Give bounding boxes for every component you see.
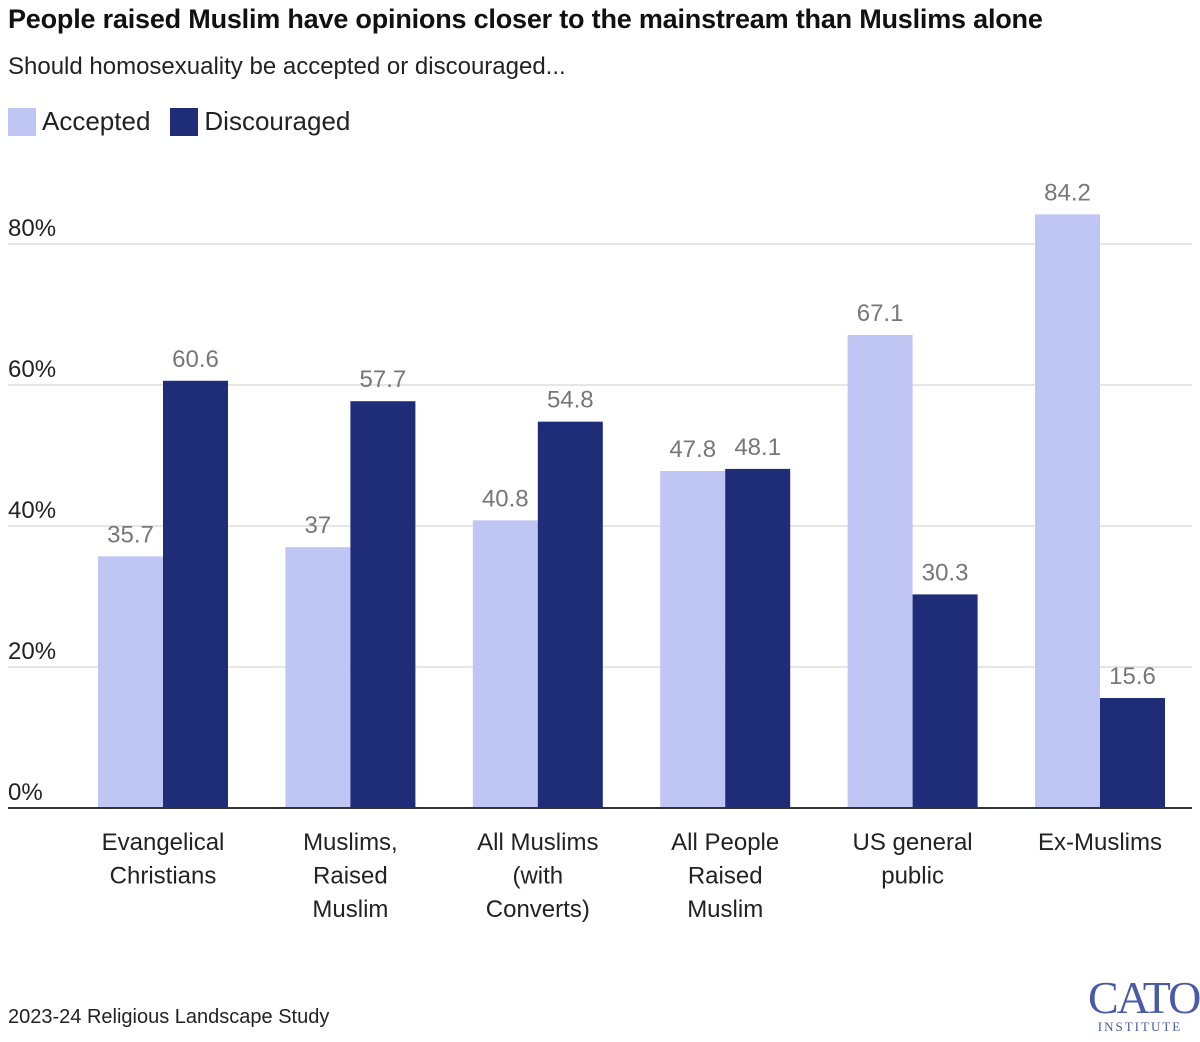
data-label: 47.8 [669,436,716,463]
chart-subtitle: Should homosexuality be accepted or disc… [8,53,566,80]
chart-title: People raised Muslim have opinions close… [8,4,1043,34]
x-tick-label: Ex-Muslims [1038,829,1162,856]
bar-discouraged [537,421,603,808]
bar-discouraged [912,594,978,808]
logo-subtext: INSTITUTE [1097,1019,1183,1034]
legend-label-discouraged: Discouraged [204,106,351,136]
bar-discouraged [350,401,416,808]
x-tick-label: public [881,863,944,890]
legend-swatch-discouraged [170,107,199,136]
legend-swatch-accepted [8,107,36,136]
data-label: 35.7 [107,521,154,548]
legend-item-accepted: Accepted [8,106,150,137]
bar-accepted [472,520,538,808]
bar-accepted [847,334,913,808]
bar-accepted [285,547,351,808]
y-tick-label: 40% [8,497,56,524]
data-label: 57.7 [360,366,407,393]
data-label: 40.8 [482,485,529,512]
data-label: 60.6 [172,346,219,373]
x-tick-label: Muslims, [303,829,398,856]
bar-discouraged [163,380,228,808]
x-tick-label: Evangelical [102,829,225,856]
x-tick-label: US general [853,829,973,856]
x-tick-label: Christians [110,863,217,890]
bar-accepted [660,471,726,808]
x-tick-label: All Muslims [477,829,598,856]
data-label: 48.1 [734,434,781,461]
x-tick-label: Muslim [687,896,763,923]
bar-chart: 0% 20% 40% 60% 80% 35.7 60.6 Evangelical Christi… [8,179,1192,923]
bar-discouraged [725,468,791,808]
bar-accepted [1035,214,1100,808]
bar-discouraged [1100,698,1165,808]
x-tick-label: Muslim [312,896,388,923]
x-tick-label: Raised [313,863,388,890]
logo-wordmark: CATO [1088,972,1200,1023]
source-note: 2023-24 Religious Landscape Study [8,1006,330,1028]
y-tick-label: 60% [8,356,56,383]
data-label: 84.2 [1044,179,1091,206]
legend-item-discouraged: Discouraged [170,106,350,137]
x-tick-label: Converts) [486,896,590,923]
y-tick-label: 0% [8,779,43,806]
bar-accepted [98,556,163,808]
y-tick-label: 20% [8,638,56,665]
legend: Accepted Discouraged [8,106,370,137]
y-tick-label: 80% [8,215,56,242]
data-label: 30.3 [922,559,969,586]
x-tick-label: (with [512,863,563,890]
data-label: 54.8 [547,387,594,414]
data-label: 15.6 [1109,663,1156,690]
cato-logo: CATO INSTITUTE [1088,972,1200,1034]
data-label: 37 [305,512,332,539]
legend-label-accepted: Accepted [42,106,151,136]
x-tick-label: All People [671,829,779,856]
x-tick-label: Raised [688,863,763,890]
data-label: 67.1 [857,300,904,327]
